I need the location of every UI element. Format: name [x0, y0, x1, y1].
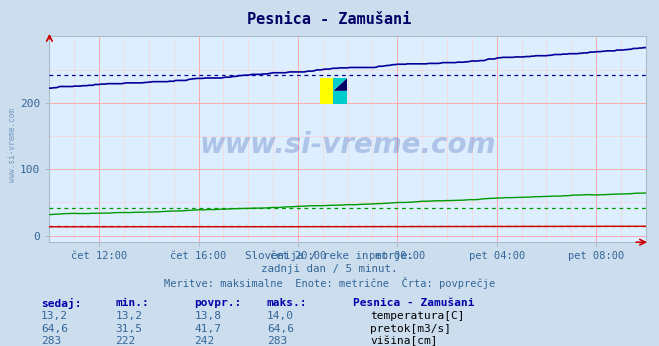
Text: povpr.:: povpr.: — [194, 298, 242, 308]
Text: pretok[m3/s]: pretok[m3/s] — [370, 324, 451, 334]
Text: 13,8: 13,8 — [194, 311, 221, 321]
Text: zadnji dan / 5 minut.: zadnji dan / 5 minut. — [261, 264, 398, 274]
Text: min.:: min.: — [115, 298, 149, 308]
Text: Meritve: maksimalne  Enote: metrične  Črta: povprečje: Meritve: maksimalne Enote: metrične Črta… — [164, 277, 495, 289]
Bar — [333, 91, 347, 104]
Text: 41,7: 41,7 — [194, 324, 221, 334]
Text: 283: 283 — [267, 336, 287, 346]
Text: 13,2: 13,2 — [41, 311, 68, 321]
Text: maks.:: maks.: — [267, 298, 307, 308]
Polygon shape — [333, 78, 347, 91]
Text: Pesnica - Zamušani: Pesnica - Zamušani — [353, 298, 474, 308]
Text: sedaj:: sedaj: — [41, 298, 81, 309]
Text: 64,6: 64,6 — [41, 324, 68, 334]
Text: 283: 283 — [41, 336, 61, 346]
Text: 64,6: 64,6 — [267, 324, 294, 334]
Text: temperatura[C]: temperatura[C] — [370, 311, 465, 321]
Text: 13,2: 13,2 — [115, 311, 142, 321]
Text: višina[cm]: višina[cm] — [370, 336, 438, 346]
Text: 242: 242 — [194, 336, 215, 346]
Text: Pesnica - Zamušani: Pesnica - Zamušani — [247, 12, 412, 27]
Polygon shape — [333, 78, 347, 91]
Text: 31,5: 31,5 — [115, 324, 142, 334]
Text: Slovenija / reke in morje.: Slovenija / reke in morje. — [245, 251, 414, 261]
Bar — [320, 78, 333, 104]
Text: www.si-vreme.com: www.si-vreme.com — [200, 131, 496, 160]
Text: 222: 222 — [115, 336, 136, 346]
Text: 14,0: 14,0 — [267, 311, 294, 321]
Text: www.si-vreme.com: www.si-vreme.com — [8, 108, 17, 182]
